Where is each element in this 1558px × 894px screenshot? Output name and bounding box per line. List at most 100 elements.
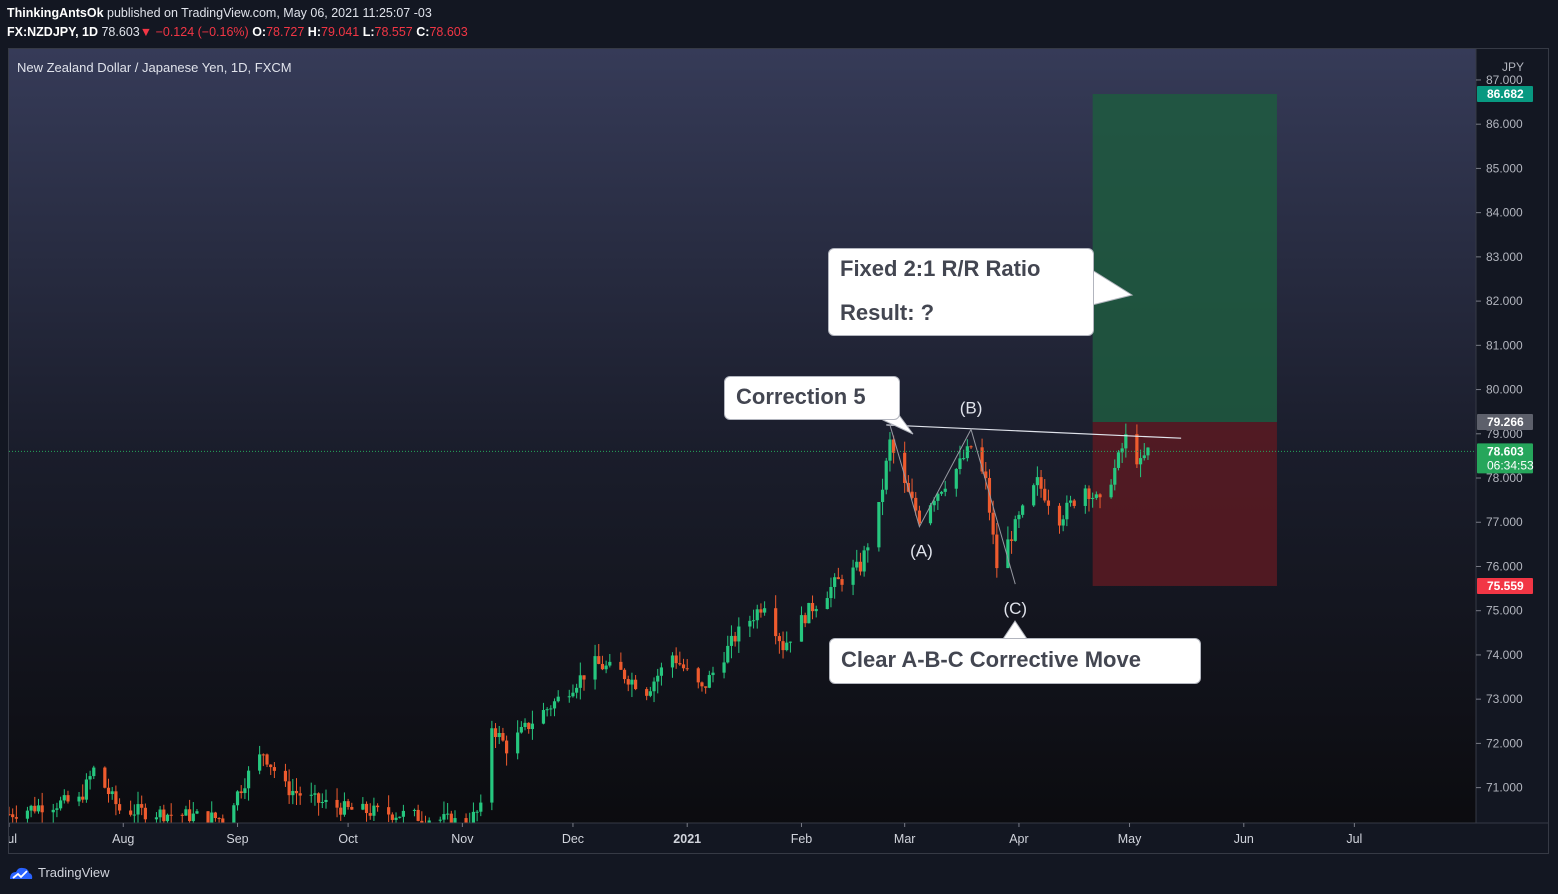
candle-body[interactable] [814, 609, 818, 612]
candle-body[interactable] [1006, 539, 1010, 569]
candle-body[interactable] [1009, 539, 1014, 541]
candle-body[interactable] [1146, 447, 1150, 456]
candle-body[interactable] [184, 809, 188, 816]
candle-body[interactable] [398, 816, 402, 818]
candle-body[interactable] [420, 820, 424, 823]
candle-body[interactable] [575, 687, 579, 693]
candle-body[interactable] [294, 790, 299, 794]
candle-body[interactable] [191, 813, 195, 822]
abc-wave-path[interactable] [889, 424, 1016, 585]
candle-body[interactable] [836, 577, 840, 580]
candle-body[interactable] [103, 767, 107, 788]
candle-body[interactable] [556, 696, 560, 702]
candle-body[interactable] [291, 790, 295, 796]
candle-body[interactable] [939, 491, 944, 494]
candle-body[interactable] [936, 493, 940, 501]
time-axis[interactable] [9, 823, 1549, 854]
candle-body[interactable] [910, 491, 914, 498]
candle-body[interactable] [608, 661, 612, 666]
candle-body[interactable] [232, 805, 236, 823]
candle-body[interactable] [600, 663, 605, 670]
candle-body[interactable] [877, 502, 881, 548]
candle-body[interactable] [1021, 505, 1025, 515]
candle-body[interactable] [582, 675, 586, 680]
candle-body[interactable] [342, 801, 347, 815]
candle-body[interactable] [903, 452, 907, 483]
candle-body[interactable] [1138, 458, 1143, 465]
candle-body[interactable] [626, 679, 630, 685]
candle-body[interactable] [317, 793, 321, 803]
candle-body[interactable] [490, 728, 494, 803]
target-zone[interactable] [1092, 94, 1277, 423]
candle-body[interactable] [33, 805, 37, 812]
candle-body[interactable] [188, 809, 192, 822]
candle-body[interactable] [884, 460, 888, 490]
candle-body[interactable] [674, 655, 678, 664]
candle-body[interactable] [77, 796, 81, 802]
candle-body[interactable] [519, 727, 523, 733]
candle-body[interactable] [36, 805, 41, 812]
candle-body[interactable] [726, 645, 730, 663]
candle-body[interactable] [9, 814, 11, 816]
candle-body[interactable] [475, 811, 479, 813]
candle-body[interactable] [258, 754, 262, 771]
candle-body[interactable] [659, 667, 664, 676]
candle-body[interactable] [1072, 500, 1076, 506]
candle-body[interactable] [530, 723, 535, 730]
candle-body[interactable] [1083, 488, 1087, 506]
candle-body[interactable] [471, 811, 476, 825]
candle-body[interactable] [645, 689, 649, 696]
chart-frame[interactable]: (A) (B) (C) JPY 71.000 72.000 73.000 74.000 75.0… [8, 48, 1549, 854]
candle-body[interactable] [493, 728, 498, 738]
candle-body[interactable] [527, 722, 531, 730]
candle-body[interactable] [1113, 467, 1117, 485]
candle-body[interactable] [394, 817, 398, 820]
candle-body[interactable] [387, 807, 391, 815]
candle-body[interactable] [59, 800, 63, 809]
candle-body[interactable] [106, 787, 111, 795]
candle-body[interactable] [158, 809, 162, 818]
candle-body[interactable] [132, 814, 136, 816]
candle-body[interactable] [51, 809, 55, 813]
price-chart[interactable]: (A) (B) (C) JPY 71.000 72.000 73.000 74.000 75.0… [9, 49, 1549, 854]
candle-body[interactable] [630, 679, 634, 685]
candle-body[interactable] [1057, 505, 1062, 526]
candle-body[interactable] [1109, 484, 1113, 498]
candle-body[interactable] [283, 770, 288, 782]
candle-body[interactable] [324, 799, 328, 803]
candle-body[interactable] [81, 796, 85, 800]
candle-body[interactable] [66, 795, 70, 802]
candle-body[interactable] [711, 672, 715, 676]
candle-body[interactable] [313, 793, 317, 795]
candle-body[interactable] [110, 791, 114, 795]
candle-body[interactable] [1087, 488, 1091, 499]
candle-body[interactable] [84, 779, 89, 800]
candle-body[interactable] [552, 701, 557, 709]
candle-body[interactable] [851, 567, 855, 585]
candle-body[interactable] [246, 770, 251, 789]
candle-body[interactable] [136, 804, 140, 815]
candle-body[interactable] [733, 635, 737, 642]
candle-body[interactable] [412, 809, 417, 811]
candle-body[interactable] [670, 655, 675, 668]
candle-body[interactable] [604, 665, 608, 670]
candle-body[interactable] [1068, 500, 1073, 503]
candle-body[interactable] [1032, 485, 1036, 506]
resistance-trendline[interactable] [886, 424, 1182, 439]
candle-body[interactable] [696, 668, 700, 683]
footer-brand[interactable]: TradingView [38, 865, 110, 880]
candle-body[interactable] [375, 805, 380, 808]
candle-body[interactable] [980, 447, 984, 472]
candle-body[interactable] [269, 764, 273, 768]
candle-body[interactable] [962, 458, 966, 460]
candle-body[interactable] [634, 679, 638, 690]
candle-body[interactable] [751, 620, 756, 622]
candle-body[interactable] [505, 740, 509, 754]
candle-body[interactable] [62, 795, 66, 801]
candle-body[interactable] [239, 791, 243, 794]
candle-body[interactable] [206, 811, 210, 824]
candle-body[interactable] [799, 615, 804, 642]
candle-body[interactable] [180, 814, 184, 816]
candle-body[interactable] [1043, 488, 1047, 501]
candle-body[interactable] [140, 804, 144, 808]
